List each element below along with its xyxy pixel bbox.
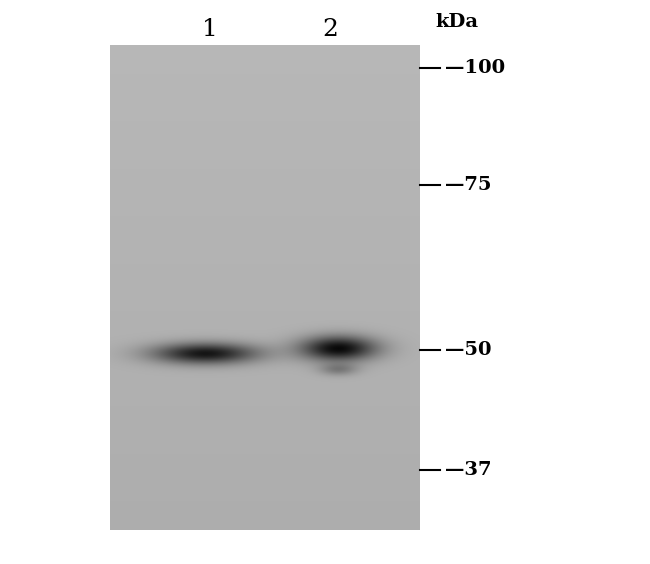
Text: 1: 1 [202,19,218,42]
Text: —100: —100 [445,59,505,77]
Text: —37: —37 [445,461,491,479]
Text: —75: —75 [445,176,491,194]
Text: kDa: kDa [435,13,478,31]
Text: 2: 2 [322,19,338,42]
Text: —50: —50 [445,341,491,359]
